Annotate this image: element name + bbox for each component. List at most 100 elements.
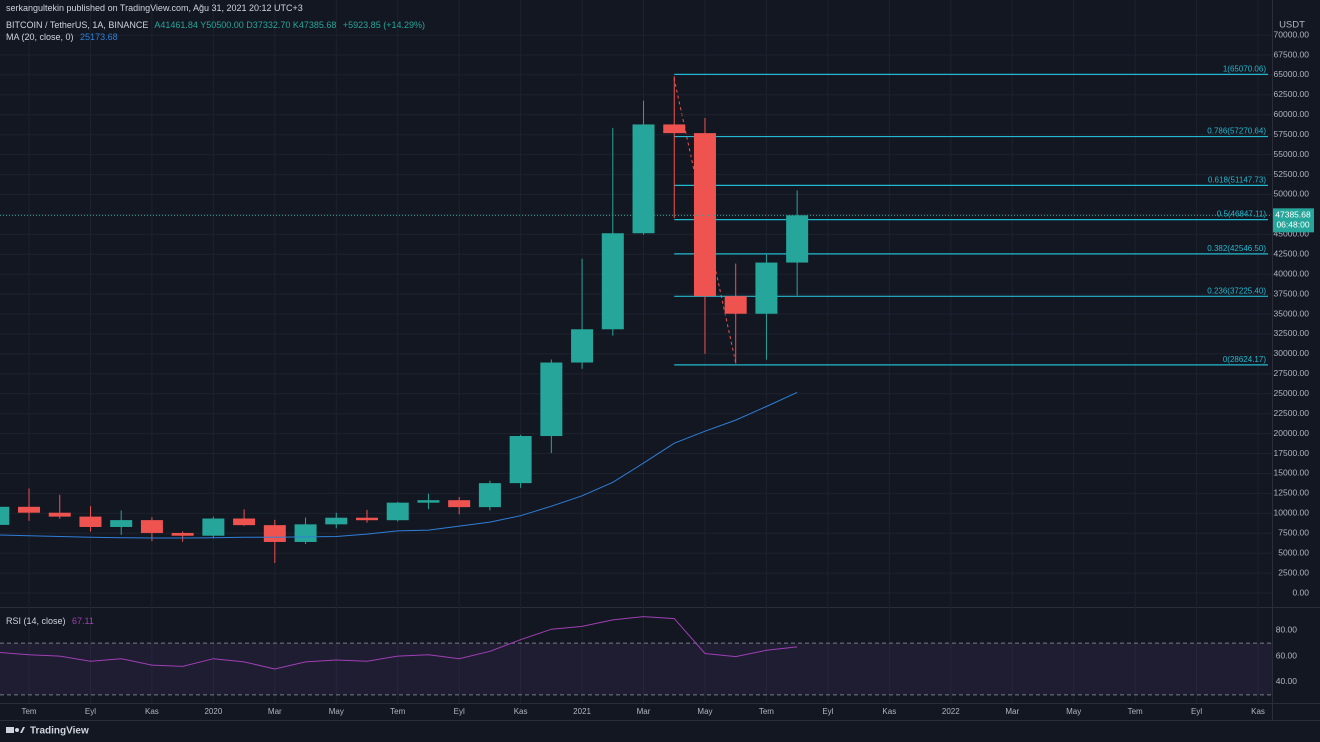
publisher: serkangultekin published on TradingView.… (6, 3, 303, 13)
y-tick-label: 62500.00 (1274, 89, 1310, 99)
y-tick-label: 17500.00 (1274, 448, 1310, 458)
x-tick-label: Tem (21, 707, 36, 716)
x-tick-label: Eyl (1191, 707, 1202, 716)
x-tick-label: Tem (759, 707, 774, 716)
candle-body (263, 525, 286, 542)
fib-label: 0(28624.17) (1223, 355, 1266, 364)
candle-body (724, 296, 747, 314)
y-tick-label: 57500.00 (1274, 129, 1310, 139)
symbol: BITCOIN / TetherUS, 1A, BINANCE (6, 20, 149, 30)
rsi-value: 67.11 (72, 616, 94, 626)
candle-body (0, 506, 10, 525)
rsi-tick-label: 60.00 (1276, 650, 1298, 660)
fib-label: 0.382(42546.50) (1207, 244, 1266, 253)
ma-value: 25173.68 (80, 32, 118, 42)
candle-body (571, 329, 594, 363)
change: +5923.85 (+14.29%) (342, 20, 425, 30)
fib-label: 1(65070.06) (1223, 64, 1266, 73)
rsi-line (0, 616, 798, 670)
y-tick-label: 25000.00 (1274, 388, 1310, 398)
price-box (1273, 208, 1314, 233)
candle-body (632, 124, 655, 234)
candle-body (110, 520, 133, 527)
candle-body (202, 518, 225, 536)
fib-label: 0.5(46847.11) (1217, 210, 1267, 219)
x-tick-label: Tem (1128, 707, 1143, 716)
x-tick-label: Kas (145, 707, 159, 716)
x-tick-label: Eyl (85, 707, 96, 716)
x-tick-label: 2022 (942, 707, 960, 716)
x-tick-label: Mar (637, 707, 651, 716)
x-tick-label: Kas (514, 707, 528, 716)
y-tick-label: 37500.00 (1274, 288, 1310, 298)
candle-body (386, 502, 409, 521)
rsi-tick-label: 80.00 (1276, 625, 1298, 635)
y-tick-label: 27500.00 (1274, 368, 1310, 378)
candle-body (294, 524, 317, 542)
candle-body (171, 532, 194, 536)
x-tick-label: Tem (390, 707, 405, 716)
symbol-line: BITCOIN / TetherUS, 1A, BINANCE A41461.8… (6, 20, 429, 30)
y-tick-label: 52500.00 (1274, 169, 1310, 179)
fib-label: 0.236(37225.40) (1207, 286, 1266, 295)
candle-body (233, 518, 256, 526)
countdown: 06:48:00 (1276, 220, 1309, 230)
x-tick-label: May (1066, 707, 1081, 716)
candle-body (693, 133, 716, 297)
candle-body (601, 233, 624, 330)
rsi-tick-label: 40.00 (1276, 676, 1298, 686)
y-tick-label: 22500.00 (1274, 408, 1310, 418)
y-tick-label: 45000.00 (1274, 229, 1310, 239)
candle-body (540, 362, 563, 437)
candle-body (448, 500, 471, 508)
y-tick-label: 60000.00 (1274, 109, 1310, 119)
fib-label: 0.786(57270.64) (1207, 127, 1266, 136)
currency: USDT (1279, 20, 1305, 31)
x-tick-label: Kas (1251, 707, 1265, 716)
rsi-line: RSI (14, close) 67.11 (6, 616, 98, 626)
y-tick-label: 12500.00 (1274, 488, 1310, 498)
ma-line: MA (20, close, 0) 25173.68 (6, 32, 122, 42)
y-tick-label: 32500.00 (1274, 328, 1310, 338)
candle-body (755, 262, 778, 314)
x-tick-label: May (329, 707, 344, 716)
x-tick-label: Kas (882, 707, 896, 716)
candle-body (18, 506, 41, 513)
y-tick-label: 70000.00 (1274, 29, 1310, 39)
x-tick-label: Mar (268, 707, 282, 716)
y-tick-label: 20000.00 (1274, 428, 1310, 438)
y-tick-label: 35000.00 (1274, 308, 1310, 318)
rsi-name: RSI (14, close) (6, 616, 66, 626)
candle-body (325, 517, 348, 525)
y-tick-label: 55000.00 (1274, 149, 1310, 159)
ma-line (0, 391, 798, 539)
y-tick-label: 15000.00 (1274, 468, 1310, 478)
candle-body (509, 436, 532, 484)
candle-body (786, 215, 809, 263)
candle-body (356, 517, 378, 521)
x-tick-label: Eyl (822, 707, 833, 716)
y-tick-label: 67500.00 (1274, 49, 1310, 59)
y-tick-label: 0.00 (1292, 587, 1309, 597)
fib-label: 0.618(51147.73) (1208, 175, 1266, 184)
candle-body (79, 516, 102, 527)
rsi-band (0, 643, 1272, 695)
y-tick-label: 30000.00 (1274, 348, 1310, 358)
candle-body (48, 512, 71, 517)
y-tick-label: 5000.00 (1278, 547, 1309, 557)
brand-logo (6, 727, 25, 733)
x-tick-label: May (697, 707, 712, 716)
y-tick-label: 50000.00 (1274, 189, 1310, 199)
x-tick-label: Eyl (454, 707, 465, 716)
y-tick-label: 40000.00 (1274, 268, 1310, 278)
candle-body (140, 520, 163, 533)
y-tick-label: 7500.00 (1278, 528, 1309, 538)
y-tick-label: 42500.00 (1274, 249, 1310, 259)
x-tick-label: 2021 (573, 707, 591, 716)
y-tick-label: 10000.00 (1274, 508, 1310, 518)
x-tick-label: Mar (1005, 707, 1019, 716)
brand: TradingView (30, 726, 89, 737)
